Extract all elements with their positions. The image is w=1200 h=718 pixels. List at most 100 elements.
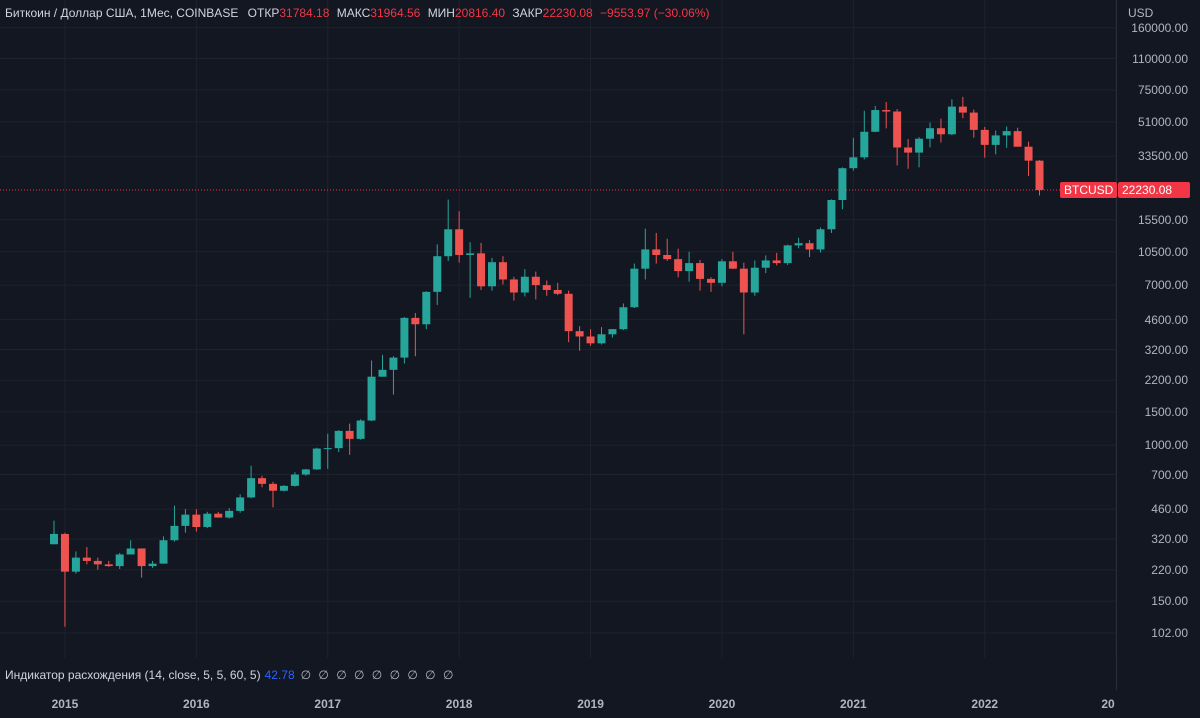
candle-body xyxy=(378,369,387,377)
candle-body xyxy=(323,448,332,450)
candle xyxy=(258,475,267,488)
candle xyxy=(367,360,376,422)
candle-body xyxy=(466,253,475,255)
candle-body xyxy=(652,249,661,255)
candle-body xyxy=(849,157,858,169)
price-tick-label: 51000.00 xyxy=(1137,114,1188,129)
candle-body xyxy=(258,478,267,484)
candle-body xyxy=(279,485,288,491)
candle xyxy=(466,242,475,298)
price-tick-label: 3200.00 xyxy=(1144,342,1188,357)
candle-body xyxy=(816,229,825,250)
candle xyxy=(378,354,387,377)
change-value: −9553.97 (−30.06%) xyxy=(600,6,710,20)
candle xyxy=(323,433,332,469)
symbol-title: Биткоин / Доллар США, 1Мес, COINBASE xyxy=(5,6,239,20)
candle-body xyxy=(936,128,945,135)
candle-body xyxy=(794,243,803,246)
candle xyxy=(739,262,748,335)
price-tick-label: 4600.00 xyxy=(1144,312,1188,327)
candle-body xyxy=(969,112,978,130)
candle-body xyxy=(301,469,310,475)
candle xyxy=(433,244,442,305)
price-tick-label: 1000.00 xyxy=(1144,438,1188,453)
candle-body xyxy=(630,268,639,308)
indicator-label: Индикатор расхождения (14, close, 5, 5, … xyxy=(5,668,261,682)
candle xyxy=(531,271,540,300)
time-tick-label: 2019 xyxy=(577,697,604,711)
time-tick-label: 2021 xyxy=(839,697,867,711)
candle xyxy=(597,327,606,345)
candle-body xyxy=(619,307,628,330)
candle xyxy=(498,256,507,285)
price-tick-label: 1500.00 xyxy=(1144,404,1188,419)
candle-body xyxy=(827,200,836,230)
candle-body xyxy=(400,317,409,358)
candle-body xyxy=(991,135,1000,145)
candle-body xyxy=(247,478,256,498)
price-axis[interactable] xyxy=(1116,0,1200,690)
candle-body xyxy=(498,262,507,280)
candle xyxy=(783,244,792,265)
candle xyxy=(50,520,58,545)
candle xyxy=(477,242,486,290)
candle xyxy=(936,118,945,143)
candle xyxy=(411,312,420,357)
candlestick-chart[interactable] xyxy=(0,0,1116,658)
candle xyxy=(882,101,891,129)
candle xyxy=(93,557,102,570)
candle xyxy=(115,552,124,570)
time-tick-label: 20 xyxy=(1101,697,1115,711)
candle xyxy=(148,560,157,568)
candle xyxy=(991,130,1000,155)
candle-body xyxy=(958,106,967,113)
open-label: ОТКР xyxy=(247,6,280,20)
candle-body xyxy=(707,278,715,283)
candle-body xyxy=(882,110,891,112)
candle-body xyxy=(126,548,135,555)
high-value: 31964.56 xyxy=(370,6,421,20)
candle xyxy=(641,228,650,280)
candle xyxy=(1013,127,1022,147)
candle-body xyxy=(728,261,737,269)
candle xyxy=(104,560,113,567)
candle-body xyxy=(674,259,683,272)
candle xyxy=(159,536,168,564)
candle-body xyxy=(772,260,781,264)
time-axis[interactable] xyxy=(0,690,1116,718)
price-tick-label: 33500.00 xyxy=(1137,149,1188,164)
candle-body xyxy=(597,334,606,344)
candle-body xyxy=(455,229,464,255)
candle xyxy=(312,447,321,470)
candle xyxy=(279,485,288,492)
candle-body xyxy=(696,263,705,279)
candle-body xyxy=(356,420,365,439)
candle xyxy=(816,227,825,253)
last-price-badge: 22230.08 xyxy=(1118,182,1190,199)
price-tick-label: 160000.00 xyxy=(1131,20,1188,35)
candle-body xyxy=(750,267,759,293)
candle-body xyxy=(564,293,573,332)
candle xyxy=(269,481,277,508)
time-tick-label: 2017 xyxy=(314,697,342,711)
candle-body xyxy=(477,253,486,287)
candle-body xyxy=(93,560,102,565)
candle-body xyxy=(82,557,91,561)
candle xyxy=(663,238,672,261)
candle-body xyxy=(389,357,398,370)
candle-body xyxy=(225,510,234,518)
candle xyxy=(225,508,234,519)
candle xyxy=(772,252,781,266)
price-tick-label: 7000.00 xyxy=(1144,278,1188,293)
candle xyxy=(564,290,573,343)
candle xyxy=(192,509,201,532)
candle-body xyxy=(290,474,299,486)
indicator-value: 42.78 xyxy=(264,668,295,682)
candle-body xyxy=(553,289,562,294)
indicator-legend[interactable]: Индикатор расхождения (14, close, 5, 5, … xyxy=(5,668,455,682)
candle-body xyxy=(1035,160,1044,191)
candle-body xyxy=(236,497,245,511)
symbol-badge: BTCUSD xyxy=(1060,182,1118,199)
candle-body xyxy=(411,317,420,325)
candle xyxy=(608,329,617,338)
